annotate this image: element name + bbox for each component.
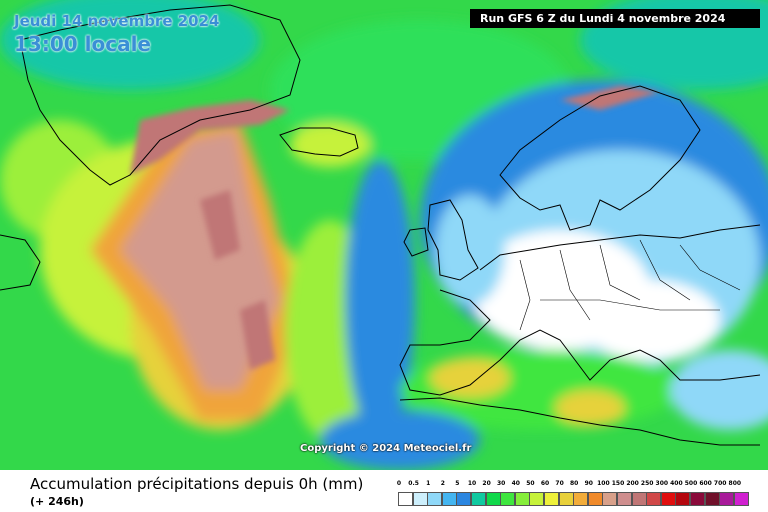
continental-europe-coast — [399, 224, 761, 396]
legend-tick-label: 20 — [482, 480, 491, 487]
legend-swatch — [719, 492, 735, 506]
legend-tick-label: 200 — [626, 480, 639, 487]
legend-swatch — [514, 492, 530, 506]
legend-tick-label: 0 — [396, 480, 402, 487]
legend-tick-label: 60 — [540, 480, 550, 487]
legend-swatch — [441, 492, 457, 506]
legend-tick-label: 1 — [426, 480, 431, 487]
legend-tick-label: 70 — [555, 480, 564, 487]
legend-tick-label: 400 — [670, 480, 683, 487]
legend-swatch — [456, 492, 472, 506]
legend-swatch — [485, 492, 501, 506]
legend-swatch — [500, 492, 516, 506]
legend-tick-label: 500 — [684, 480, 698, 487]
legend-swatch — [471, 492, 486, 506]
legend-swatch — [398, 492, 413, 506]
scandinavia-coast — [499, 85, 701, 231]
legend-tick-label: 700 — [713, 480, 727, 487]
forecast-date: Jeudi 14 novembre 2024 — [14, 12, 220, 30]
precipitation-map — [0, 0, 768, 470]
forecast-time: 13:00 locale — [14, 32, 151, 56]
british-isles-coast — [403, 199, 479, 281]
greenland-coast — [19, 4, 301, 186]
legend-tick-label: 800 — [728, 480, 742, 487]
run-label: Run GFS 6 Z du Lundi 4 novembre 2024 — [470, 9, 760, 28]
legend-tick-label: 10 — [467, 480, 477, 487]
country-borders — [519, 239, 741, 331]
legend-swatch — [704, 492, 720, 506]
legend-swatch — [602, 492, 618, 506]
legend-subtitle: (+ 246h) — [30, 495, 84, 508]
legend-tick-label: 0.5 — [408, 480, 419, 487]
legend-swatch — [412, 492, 428, 506]
legend-swatch — [587, 492, 603, 506]
legend-swatch — [690, 492, 705, 506]
legend-tick-label: 40 — [511, 480, 520, 487]
legend-swatch — [646, 492, 662, 506]
legend-swatch — [427, 492, 443, 506]
legend-swatch — [573, 492, 589, 506]
legend-tick-label: 5 — [455, 480, 460, 487]
color-scale: 0 0.5 1 2 5 10 20 30 40 50 60 70 80 90 100 150 200 250 300… — [397, 480, 752, 510]
legend-swatch — [617, 492, 632, 506]
legend-tick-label: 30 — [497, 480, 506, 487]
copyright-text: Copyright © 2024 Meteociel.fr — [300, 443, 472, 454]
legend-panel: Accumulation précipitations depuis 0h (m… — [0, 470, 768, 512]
legend-tick-label: 250 — [640, 480, 654, 487]
legend-swatch — [631, 492, 647, 506]
legend-swatch — [544, 492, 559, 506]
legend-swatch — [675, 492, 691, 506]
africa-coast — [399, 397, 760, 446]
legend-tick-label: 90 — [584, 480, 593, 487]
legend-tick-label: 300 — [655, 480, 669, 487]
precip-cores — [130, 86, 660, 370]
legend-tick-label: 50 — [526, 480, 535, 487]
north-america-coast — [0, 234, 41, 291]
precip-fields — [0, 0, 768, 470]
legend-tick-label: 150 — [611, 480, 625, 487]
iceland-coast — [279, 127, 359, 157]
legend-swatch — [529, 492, 545, 506]
legend-tick-label: 600 — [699, 480, 712, 487]
legend-tick-label: 100 — [597, 480, 610, 487]
legend-tick-label: 2 — [440, 480, 445, 487]
legend-swatch — [660, 492, 676, 506]
legend-swatch — [558, 492, 574, 506]
legend-title: Accumulation précipitations depuis 0h (m… — [30, 475, 364, 493]
legend-tick-label: 80 — [570, 480, 579, 487]
legend-swatch — [733, 492, 749, 506]
